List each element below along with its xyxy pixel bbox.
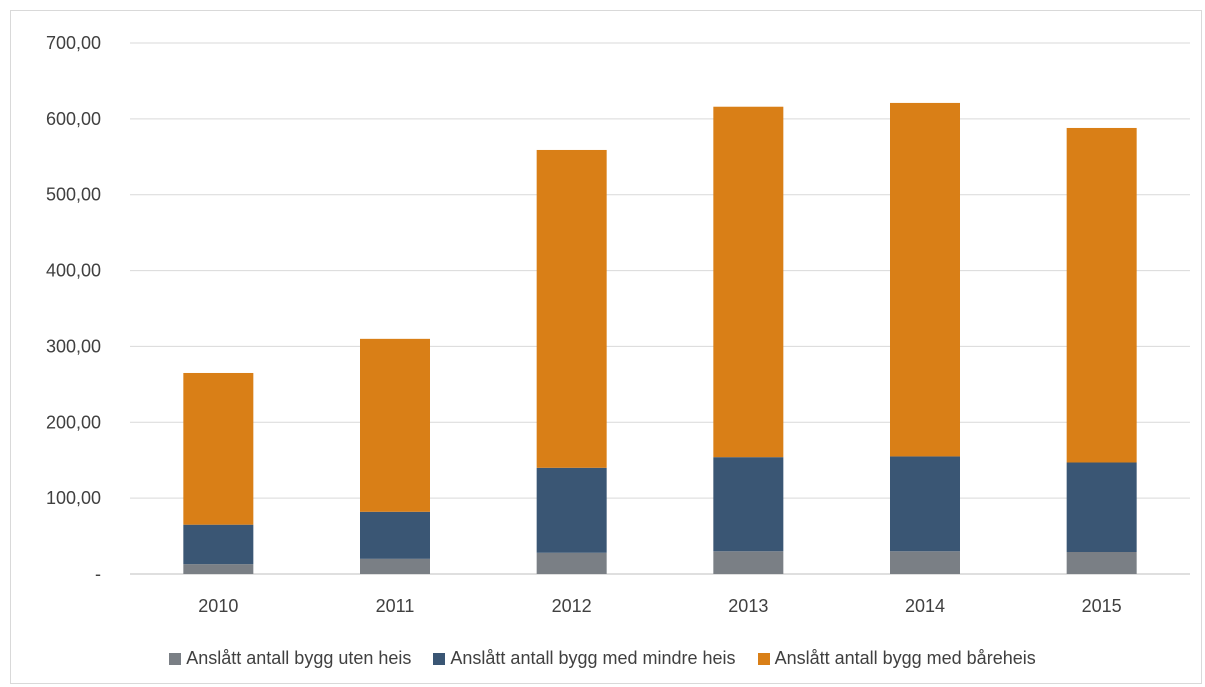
legend: Anslått antall bygg uten heis Anslått an…: [0, 648, 1205, 669]
bars: [183, 102, 1137, 574]
bar-segment: [890, 456, 960, 552]
x-tick-label: 2014: [905, 596, 945, 616]
gridlines: [130, 42, 1190, 575]
y-tick-label: 200,00: [46, 412, 101, 432]
y-tick-label: 100,00: [46, 488, 101, 508]
bar-segment: [360, 338, 430, 512]
bar-segment: [536, 467, 607, 553]
x-tick-label: 2012: [552, 596, 592, 616]
y-tick-label: 500,00: [46, 185, 101, 205]
y-axis-ticks: - 100,00 200,00 300,00 400,00 500,00 600,00 700…: [46, 33, 101, 584]
legend-item-mindre-heis: Anslått antall bygg med mindre heis: [433, 648, 736, 669]
bar-segment: [890, 551, 960, 574]
bar-segment: [360, 511, 430, 559]
bar-segment: [183, 524, 254, 565]
y-tick-label: 400,00: [46, 261, 101, 281]
legend-swatch: [169, 652, 182, 665]
bar-segment: [713, 551, 784, 574]
x-tick-label: 2015: [1082, 596, 1122, 616]
bar-segment: [183, 564, 254, 574]
bar-segment: [713, 106, 784, 458]
bar-segment: [890, 102, 960, 457]
bar-segment: [360, 558, 430, 574]
y-tick-label: 700,00: [46, 33, 101, 53]
bar-segment: [1066, 552, 1137, 574]
y-tick-label: -: [95, 564, 101, 584]
x-tick-label: 2011: [376, 596, 415, 616]
legend-item-bareheis: Anslått antall bygg med båreheis: [757, 648, 1036, 669]
legend-swatch: [757, 652, 770, 665]
x-tick-label: 2010: [198, 596, 238, 616]
x-axis-ticks: 2010 2011 2012 2013 2014 2015: [198, 596, 1121, 616]
bar-segment: [183, 372, 254, 525]
x-tick-label: 2013: [728, 596, 768, 616]
legend-swatch: [433, 652, 446, 665]
y-tick-label: 300,00: [46, 336, 101, 356]
bar-segment: [536, 552, 607, 574]
bar-segment: [713, 457, 784, 552]
legend-label: Anslått antall bygg uten heis: [186, 648, 412, 668]
y-tick-label: 600,00: [46, 109, 101, 129]
legend-item-uten-heis: Anslått antall bygg uten heis: [169, 648, 411, 669]
bar-segment: [1066, 127, 1137, 463]
bar-segment: [536, 149, 607, 468]
legend-label: Anslått antall bygg med mindre heis: [450, 648, 736, 668]
bar-segment: [1066, 462, 1137, 553]
legend-label: Anslått antall bygg med båreheis: [774, 648, 1036, 668]
